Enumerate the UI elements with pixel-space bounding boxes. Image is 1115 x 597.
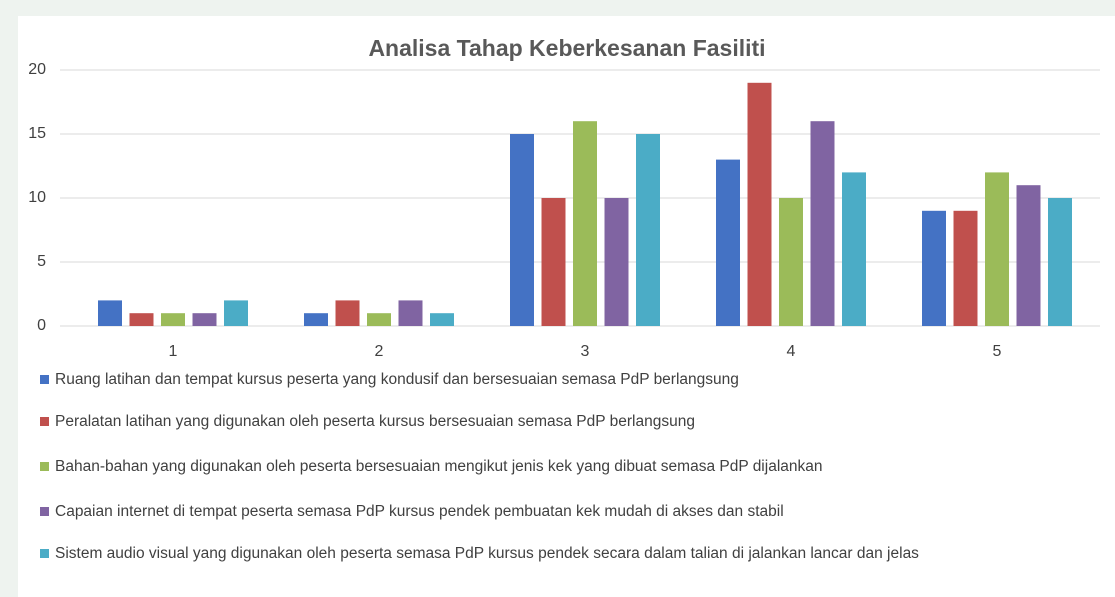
bar	[842, 172, 866, 326]
bar	[541, 198, 566, 326]
bar	[922, 210, 946, 326]
bar	[1016, 185, 1041, 326]
x-tick-label: 5	[993, 343, 1002, 360]
x-tick-label: 2	[375, 343, 384, 360]
bar	[779, 198, 803, 326]
bar	[573, 121, 597, 326]
bar	[716, 159, 740, 326]
x-tick-label: 3	[581, 343, 590, 360]
legend-swatch	[40, 462, 49, 471]
legend-label: Capaian internet di tempat peserta semas…	[55, 503, 784, 520]
bar	[129, 313, 154, 326]
legend-label: Bahan-bahan yang digunakan oleh peserta …	[55, 458, 823, 475]
bar	[1048, 198, 1072, 326]
bar	[367, 313, 391, 326]
y-tick-label: 15	[28, 125, 46, 142]
legend-swatch	[40, 549, 49, 558]
legend-item: Bahan-bahan yang digunakan oleh peserta …	[40, 455, 1085, 478]
bar	[398, 300, 423, 326]
y-tick-label: 20	[28, 61, 46, 78]
bar	[953, 210, 978, 326]
bar	[810, 121, 835, 326]
bar	[335, 300, 360, 326]
legend-swatch	[40, 507, 49, 516]
bar	[192, 313, 217, 326]
x-tick-label: 4	[787, 343, 796, 360]
legend-item: Ruang latihan dan tempat kursus peserta …	[40, 368, 1085, 391]
legend-item: Sistem audio visual yang digunakan oleh …	[40, 542, 1085, 565]
legend-item: Peralatan latihan yang digunakan oleh pe…	[40, 410, 1085, 433]
y-tick-label: 10	[28, 189, 46, 206]
bar	[430, 313, 454, 326]
bar	[604, 198, 629, 326]
bar	[98, 300, 122, 326]
bar	[985, 172, 1009, 326]
y-tick-label: 5	[37, 253, 46, 270]
bar	[161, 313, 185, 326]
legend-label: Sistem audio visual yang digunakan oleh …	[55, 545, 919, 562]
legend-label: Ruang latihan dan tempat kursus peserta …	[55, 371, 739, 388]
legend-swatch	[40, 417, 49, 426]
chart-title: Analisa Tahap Keberkesanan Fasiliti	[368, 35, 765, 61]
legend-label: Peralatan latihan yang digunakan oleh pe…	[55, 413, 695, 430]
bar	[747, 82, 772, 326]
legend-swatch	[40, 375, 49, 384]
bar	[224, 300, 248, 326]
y-tick-label: 0	[37, 317, 46, 334]
bar	[304, 313, 328, 326]
x-tick-label: 1	[169, 343, 178, 360]
bar	[636, 134, 660, 326]
bar	[510, 134, 534, 326]
legend-item: Capaian internet di tempat peserta semas…	[40, 500, 1085, 523]
